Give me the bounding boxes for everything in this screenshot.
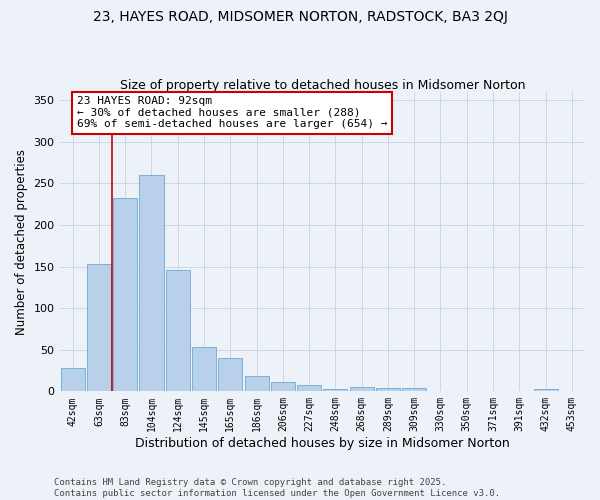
Bar	[402, 388, 427, 392]
Text: 23 HAYES ROAD: 92sqm
← 30% of detached houses are smaller (288)
69% of semi-deta: 23 HAYES ROAD: 92sqm ← 30% of detached h…	[77, 96, 387, 130]
Title: Size of property relative to detached houses in Midsomer Norton: Size of property relative to detached ho…	[119, 79, 525, 92]
Bar	[139, 175, 164, 392]
Bar	[61, 368, 85, 392]
Bar	[271, 382, 295, 392]
Bar	[87, 264, 111, 392]
Bar	[323, 389, 347, 392]
Text: Contains HM Land Registry data © Crown copyright and database right 2025.
Contai: Contains HM Land Registry data © Crown c…	[54, 478, 500, 498]
X-axis label: Distribution of detached houses by size in Midsomer Norton: Distribution of detached houses by size …	[135, 437, 509, 450]
Text: 23, HAYES ROAD, MIDSOMER NORTON, RADSTOCK, BA3 2QJ: 23, HAYES ROAD, MIDSOMER NORTON, RADSTOC…	[92, 10, 508, 24]
Bar	[192, 348, 216, 392]
Bar	[113, 198, 137, 392]
Bar	[245, 376, 269, 392]
Bar	[350, 387, 374, 392]
Bar	[218, 358, 242, 392]
Bar	[166, 270, 190, 392]
Bar	[533, 389, 557, 392]
Bar	[376, 388, 400, 392]
Y-axis label: Number of detached properties: Number of detached properties	[15, 148, 28, 334]
Bar	[297, 384, 321, 392]
